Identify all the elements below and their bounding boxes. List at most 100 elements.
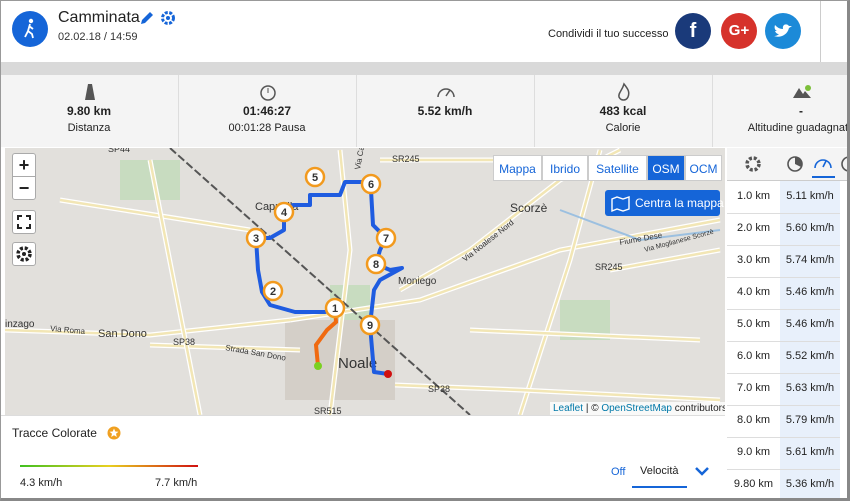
map-label: Noale: [338, 355, 377, 372]
map-label: Via Roma: [50, 324, 86, 336]
split-distance: 2.0 km: [736, 222, 770, 234]
split-speed: 5.63 km/h: [785, 382, 835, 394]
divider: [820, 0, 821, 62]
star-icon: [107, 426, 121, 440]
chevron[interactable]: [694, 465, 710, 477]
stat-divider: [178, 75, 179, 147]
split-row-line: [727, 437, 840, 438]
attribution-separator: | ©: [585, 403, 599, 414]
split-row-line: [727, 405, 840, 406]
gear-icon: [16, 246, 32, 262]
split-row-line: [727, 309, 840, 310]
map-label: SP38: [428, 384, 450, 394]
route-marker-label: 1: [332, 303, 338, 315]
end-point: [384, 370, 392, 378]
layer-button[interactable]: OCM: [685, 155, 722, 181]
center-button[interactable]: Centra la mappa: [605, 190, 724, 216]
route-marker-label: 7: [383, 233, 389, 245]
split-speed: 5.79 km/h: [785, 414, 835, 426]
stat-icon: [260, 85, 276, 101]
route-marker: [360, 173, 382, 195]
stat-value: 483 kcal: [599, 104, 647, 118]
tracks-title: Tracce Colorate: [12, 426, 97, 440]
route-marker-label: 8: [373, 259, 379, 271]
river: [559, 209, 721, 242]
road: [59, 198, 251, 232]
date: 02.02.18 / 14:59: [58, 31, 138, 43]
social-button[interactable]: [765, 13, 801, 49]
road: [149, 343, 301, 352]
route-marker: [245, 227, 267, 249]
map-label: SR245: [392, 154, 420, 164]
split-row-line: [727, 277, 840, 278]
social-button[interactable]: G+: [721, 13, 757, 49]
split-distance: 4.0 km: [736, 286, 770, 298]
off-toggle[interactable]: Off: [611, 466, 626, 478]
stat-icon: [437, 88, 455, 98]
stat-divider: [712, 75, 713, 147]
split-speed: 5.36 km/h: [785, 478, 835, 490]
splits-header-icons[interactable]: [727, 150, 850, 178]
map-label: SP44: [108, 148, 130, 154]
split-speed: 5.11 km/h: [786, 190, 834, 202]
route-marker: [375, 227, 397, 249]
map-label: Moniego: [398, 276, 437, 287]
route: [254, 180, 404, 376]
road: [5, 317, 291, 338]
layer-button[interactable]: Ibrido: [542, 155, 588, 181]
stat-label: Distanza: [67, 122, 111, 134]
fullscreen[interactable]: [12, 210, 36, 234]
settings[interactable]: [12, 242, 36, 266]
road: [609, 248, 721, 272]
map-label: Via Noalese Nord: [461, 218, 516, 264]
mode-select[interactable]: Velocità: [640, 465, 679, 477]
map[interactable]: SP44SR245Via CastellanaSR515CappellaScor…: [5, 148, 725, 415]
stat-label: Altitudine guadagnata: [747, 122, 850, 134]
road: [289, 218, 721, 322]
route-marker-label: 5: [312, 172, 318, 184]
split-row-line: [727, 373, 840, 374]
route-marker-label: 3: [253, 233, 259, 245]
twitter-icon: [774, 24, 792, 37]
map-label: Scorzè: [510, 201, 548, 215]
attribution-leaflet[interactable]: Leaflet: [553, 403, 584, 414]
attribution: Leaflet | © OpenStreetMap contributors: [550, 402, 725, 415]
layer-button[interactable]: Mappa: [493, 155, 542, 181]
route-marker: [304, 166, 326, 188]
social-button[interactable]: f: [675, 13, 711, 49]
band: [0, 62, 850, 75]
attribution-osm[interactable]: OpenStreetMap: [601, 403, 672, 414]
split-distance: 1.0 km: [736, 190, 770, 202]
edit-icons[interactable]: [138, 9, 178, 27]
route-marker: [273, 201, 295, 223]
zoom-out[interactable]: −: [12, 176, 36, 200]
stat-value: -: [799, 104, 803, 118]
stat-divider: [534, 75, 535, 147]
split-distance: 9.0 km: [736, 446, 770, 458]
route-marker: [359, 314, 381, 336]
map-canvas: SP44SR245Via CastellanaSR515CappellaScor…: [5, 148, 721, 415]
layer-button[interactable]: Satellite: [588, 155, 647, 181]
zoom-in[interactable]: +: [12, 153, 36, 177]
gradient-max: 7.7 km/h: [155, 477, 198, 489]
road: [469, 328, 701, 342]
fullscreen-icon: [17, 215, 31, 229]
layer-button[interactable]: OSM: [647, 155, 685, 181]
split-distance: 8.0 km: [736, 414, 770, 426]
route-marker: [262, 280, 284, 302]
map-label: SP38: [173, 337, 195, 347]
map-label: inzago: [5, 319, 35, 330]
stats-bar: [0, 75, 850, 147]
stat-value: 01:46:27: [242, 104, 292, 118]
activity-icon: [12, 11, 48, 47]
center-button-label: Centra la mappa: [635, 196, 724, 210]
split-speed: 5.46 km/h: [785, 318, 835, 330]
stat-label: 00:01:28 Pausa: [228, 122, 306, 134]
stat-divider: [356, 75, 357, 147]
split-speed: 5.60 km/h: [785, 222, 835, 234]
stat-icon: [618, 82, 630, 101]
split-distance: 9.80 km: [733, 478, 774, 490]
split-speed: 5.61 km/h: [785, 446, 835, 458]
split-distance: 6.0 km: [736, 350, 770, 362]
